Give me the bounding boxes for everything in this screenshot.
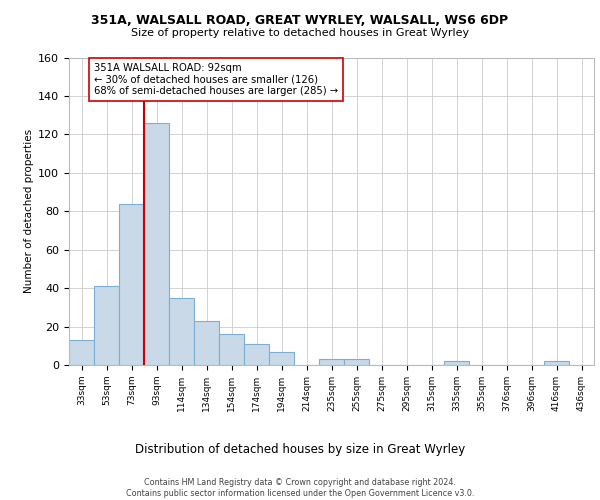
Bar: [344, 359, 369, 365]
Bar: [244, 344, 269, 365]
Bar: [144, 123, 169, 365]
Bar: [169, 298, 194, 365]
Bar: [319, 359, 344, 365]
Y-axis label: Number of detached properties: Number of detached properties: [24, 129, 34, 294]
Bar: [69, 340, 94, 365]
Text: Contains HM Land Registry data © Crown copyright and database right 2024.
Contai: Contains HM Land Registry data © Crown c…: [126, 478, 474, 498]
Text: 351A WALSALL ROAD: 92sqm
← 30% of detached houses are smaller (126)
68% of semi-: 351A WALSALL ROAD: 92sqm ← 30% of detach…: [94, 64, 338, 96]
Bar: [544, 361, 569, 365]
Bar: [94, 286, 119, 365]
Bar: [269, 352, 294, 365]
Text: Distribution of detached houses by size in Great Wyrley: Distribution of detached houses by size …: [135, 442, 465, 456]
Text: Size of property relative to detached houses in Great Wyrley: Size of property relative to detached ho…: [131, 28, 469, 38]
Bar: [219, 334, 244, 365]
Bar: [444, 361, 469, 365]
Bar: [119, 204, 144, 365]
Text: 351A, WALSALL ROAD, GREAT WYRLEY, WALSALL, WS6 6DP: 351A, WALSALL ROAD, GREAT WYRLEY, WALSAL…: [91, 14, 509, 27]
Bar: [194, 321, 219, 365]
